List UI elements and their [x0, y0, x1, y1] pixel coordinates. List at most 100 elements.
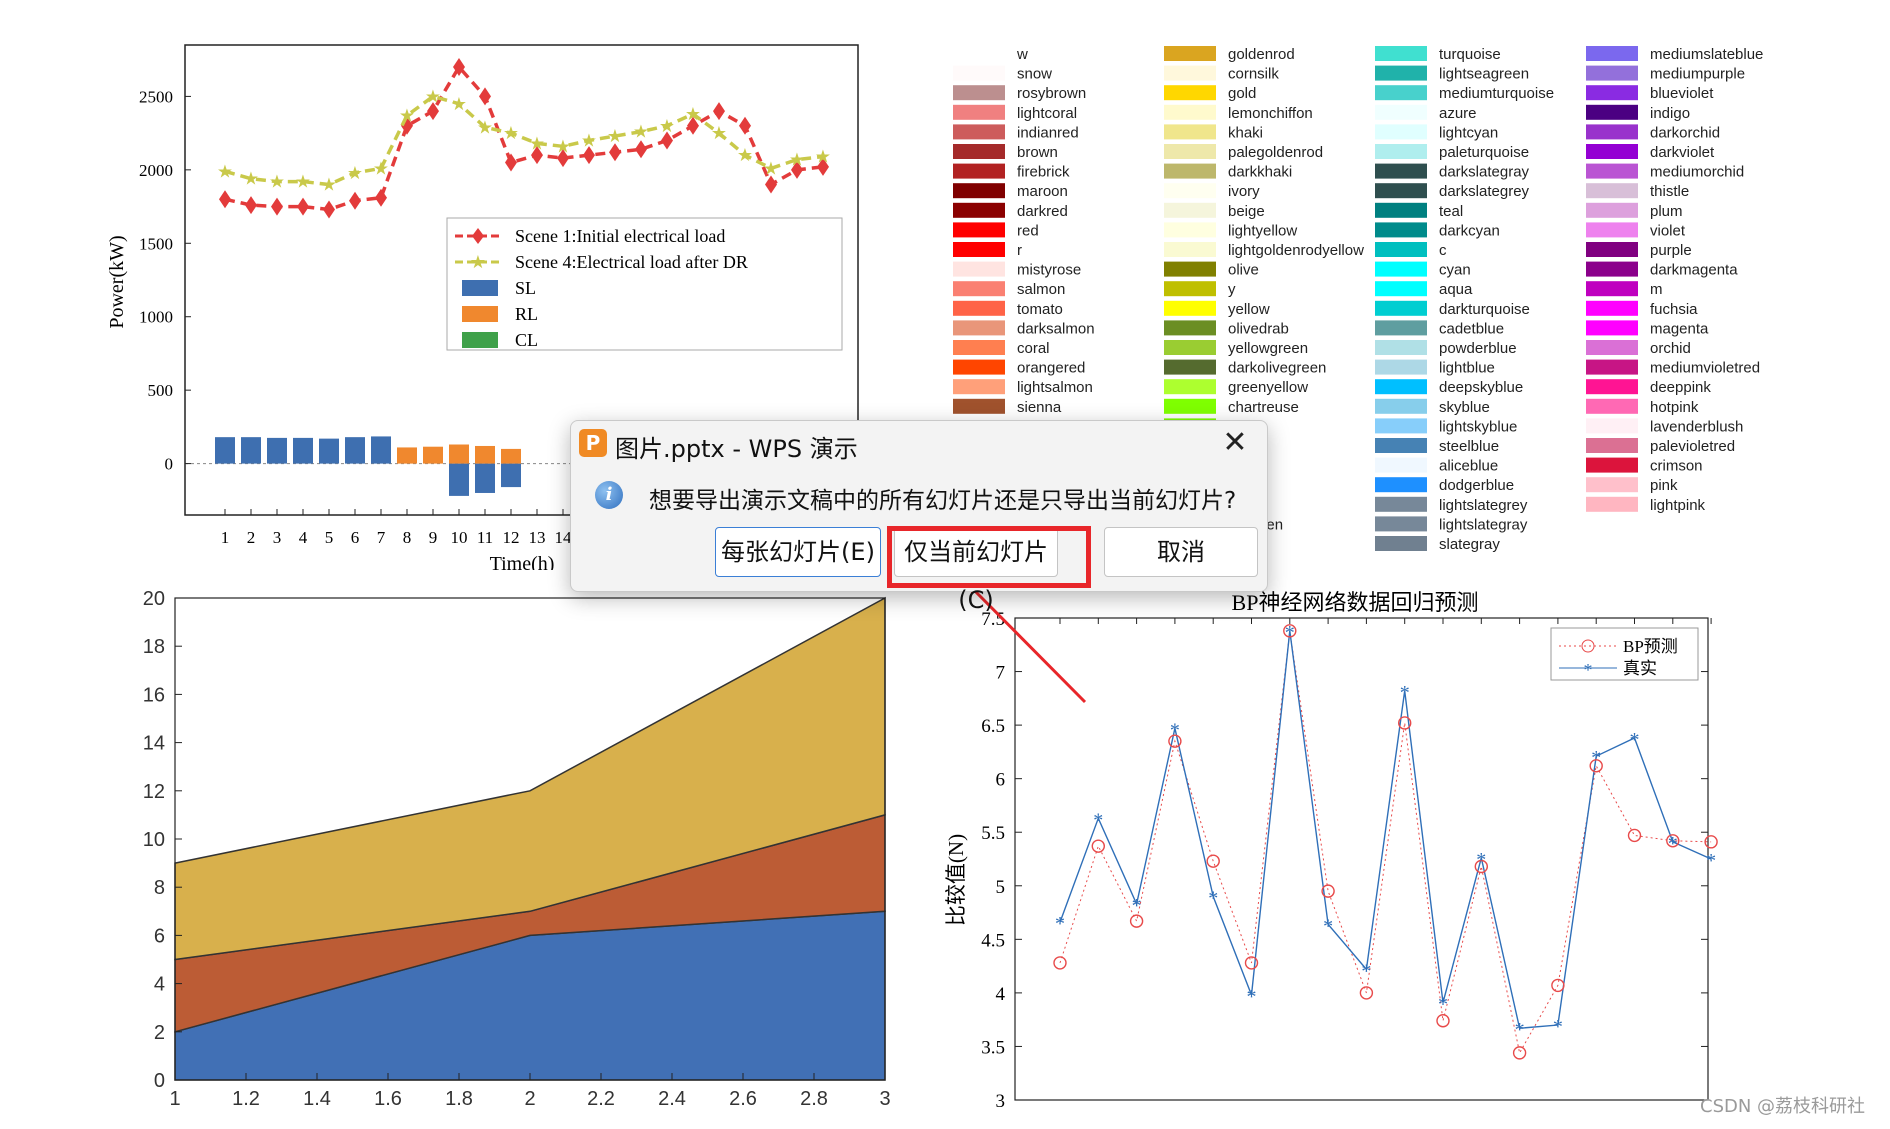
- color-name: snow: [1017, 66, 1052, 83]
- color-swatch: [953, 261, 1005, 277]
- bar-sl: [267, 437, 287, 464]
- color-name: orchid: [1650, 340, 1691, 357]
- bar-sl: [293, 437, 313, 464]
- color-name: m: [1650, 281, 1663, 298]
- bp-chart-panel: BP神经网络数据回归预测33.544.555.566.577.5比较值(N)**…: [935, 580, 1890, 1124]
- color-name: yellow: [1228, 301, 1270, 318]
- color-swatch: [1375, 516, 1427, 532]
- real-marker: *: [1093, 809, 1103, 831]
- pred-marker: [1168, 734, 1182, 748]
- color-name: slategray: [1439, 536, 1500, 553]
- legend-label: BP预测: [1623, 637, 1678, 656]
- series-marker: ★: [217, 161, 233, 181]
- color-name: lightcoral: [1017, 105, 1077, 122]
- series-marker: ★: [503, 123, 519, 143]
- color-name: lightgoldenrodyellow: [1228, 242, 1364, 259]
- real-marker: *: [1247, 986, 1257, 1008]
- real-marker: *: [1285, 622, 1295, 644]
- color-name: aliceblue: [1439, 458, 1498, 475]
- real-marker: *: [1170, 719, 1180, 741]
- dialog-message: 想要导出演示文稿中的所有幻灯片还是只导出当前幻灯片?: [649, 488, 1237, 514]
- real-marker: *: [1476, 849, 1486, 871]
- color-name: cyan: [1439, 262, 1471, 279]
- color-name: yellowgreen: [1228, 340, 1308, 357]
- y-tick-label: 14: [143, 733, 165, 755]
- area-chart: 0 2 4 6 8 10 12 14 16 18 20 1 1.2 1.4 1.6 1.8 2 2.2 2.4 2.6…: [143, 588, 891, 1110]
- chart-title: BP神经网络数据回归预测: [1232, 590, 1479, 615]
- close-button[interactable]: ✕: [1222, 425, 1248, 460]
- power-chart-panel: 0 500 1000 1500 2000 2500 1 2 3 4 5 6 7 8 9 10 11 12 13 14 T…: [90, 0, 930, 575]
- export-all-slides-button[interactable]: 每张幻灯片(E): [715, 527, 881, 577]
- color-name: mediumorchid: [1650, 164, 1744, 181]
- legend-marker: [1581, 639, 1595, 653]
- series-marker: ★: [373, 158, 389, 178]
- x-tick-label: 13: [529, 528, 546, 547]
- y-tick-label: 5: [996, 877, 1006, 898]
- color-name: rosybrown: [1017, 85, 1086, 102]
- y-tick-label: 0: [165, 455, 174, 474]
- color-swatch: [1375, 457, 1427, 473]
- color-swatch: [1586, 124, 1638, 140]
- color-swatch: [1586, 202, 1638, 218]
- pred-marker: [1436, 1014, 1450, 1028]
- color-name: fuchsia: [1650, 301, 1698, 318]
- color-swatch: [1586, 418, 1638, 434]
- pred-marker: [1551, 978, 1565, 993]
- y-tick-label: 2500: [139, 87, 173, 106]
- series-line-real: [1059, 630, 1712, 1029]
- y-tick-label: 10: [143, 829, 165, 851]
- series-marker: [739, 116, 751, 135]
- color-name: mediumturquoise: [1439, 85, 1554, 102]
- area-chart-panel: 0 2 4 6 8 10 12 14 16 18 20 1 1.2 1.4 1.6 1.8 2 2.2 2.4 2.6…: [120, 580, 930, 1124]
- x-tick-label: 2: [247, 528, 256, 547]
- color-name: red: [1017, 222, 1039, 239]
- pred-marker: [1129, 914, 1144, 928]
- cancel-button[interactable]: 取消: [1104, 527, 1258, 577]
- pred-marker: [1206, 854, 1220, 868]
- color-name: mediumslateblue: [1650, 46, 1763, 63]
- color-name: lightskyblue: [1439, 418, 1517, 435]
- color-swatch: [953, 144, 1005, 159]
- series-marker: [453, 58, 465, 77]
- y-axis-label: 比较值(N): [944, 834, 968, 926]
- color-name: gold: [1228, 85, 1256, 102]
- bar-rl: [475, 445, 495, 464]
- color-swatch: [1586, 398, 1638, 414]
- export-current-slide-button[interactable]: 仅当前幻灯片(C): [894, 527, 1058, 614]
- x-tick-label: 1.8: [445, 1088, 473, 1110]
- series-marker: [817, 157, 829, 176]
- watermark: CSDN @荔枝科研社: [1700, 1096, 1866, 1117]
- color-name: lightslategray: [1439, 516, 1528, 533]
- color-swatch: [1375, 496, 1427, 512]
- color-swatch: [953, 202, 1005, 218]
- plot-frame: [1014, 617, 1709, 1101]
- color-name: lemonchiffon: [1228, 105, 1313, 122]
- color-swatch: [953, 359, 1005, 375]
- color-name: lavenderblush: [1650, 418, 1743, 435]
- color-swatch: [953, 65, 1005, 81]
- color-name: mistyrose: [1017, 262, 1081, 279]
- color-name: darkslategray: [1439, 164, 1530, 181]
- color-swatch: [1375, 320, 1427, 336]
- series-line: [224, 94, 824, 187]
- color-table: w snow rosybrown lightcoral indianred brown fi…: [953, 46, 1763, 553]
- color-name: y: [1228, 281, 1236, 298]
- color-name: crimson: [1650, 458, 1703, 475]
- export-dialog: P 图片.pptx - WPS 演示 ✕ i 想要导出演示文稿中的所有幻灯片还是…: [570, 420, 1268, 614]
- color-swatch: [1164, 163, 1216, 179]
- pred-marker: [1321, 884, 1335, 898]
- real-marker: *: [1208, 887, 1218, 909]
- real-marker: *: [1132, 895, 1142, 917]
- color-swatch: [1164, 359, 1216, 375]
- series-marker: ★: [451, 94, 467, 114]
- pred-marker: [1704, 835, 1718, 849]
- dialog-title: 图片.pptx - WPS 演示: [615, 435, 858, 463]
- color-swatch: [1375, 46, 1427, 61]
- real-marker: *: [1055, 913, 1065, 935]
- color-swatch: [1375, 300, 1427, 316]
- y-tick-label: 16: [143, 684, 165, 706]
- x-tick-label: 2.2: [587, 1088, 615, 1110]
- color-swatch: [953, 398, 1005, 414]
- series-line-pred: [1059, 630, 1712, 1055]
- x-tick-label: 3: [879, 1088, 890, 1110]
